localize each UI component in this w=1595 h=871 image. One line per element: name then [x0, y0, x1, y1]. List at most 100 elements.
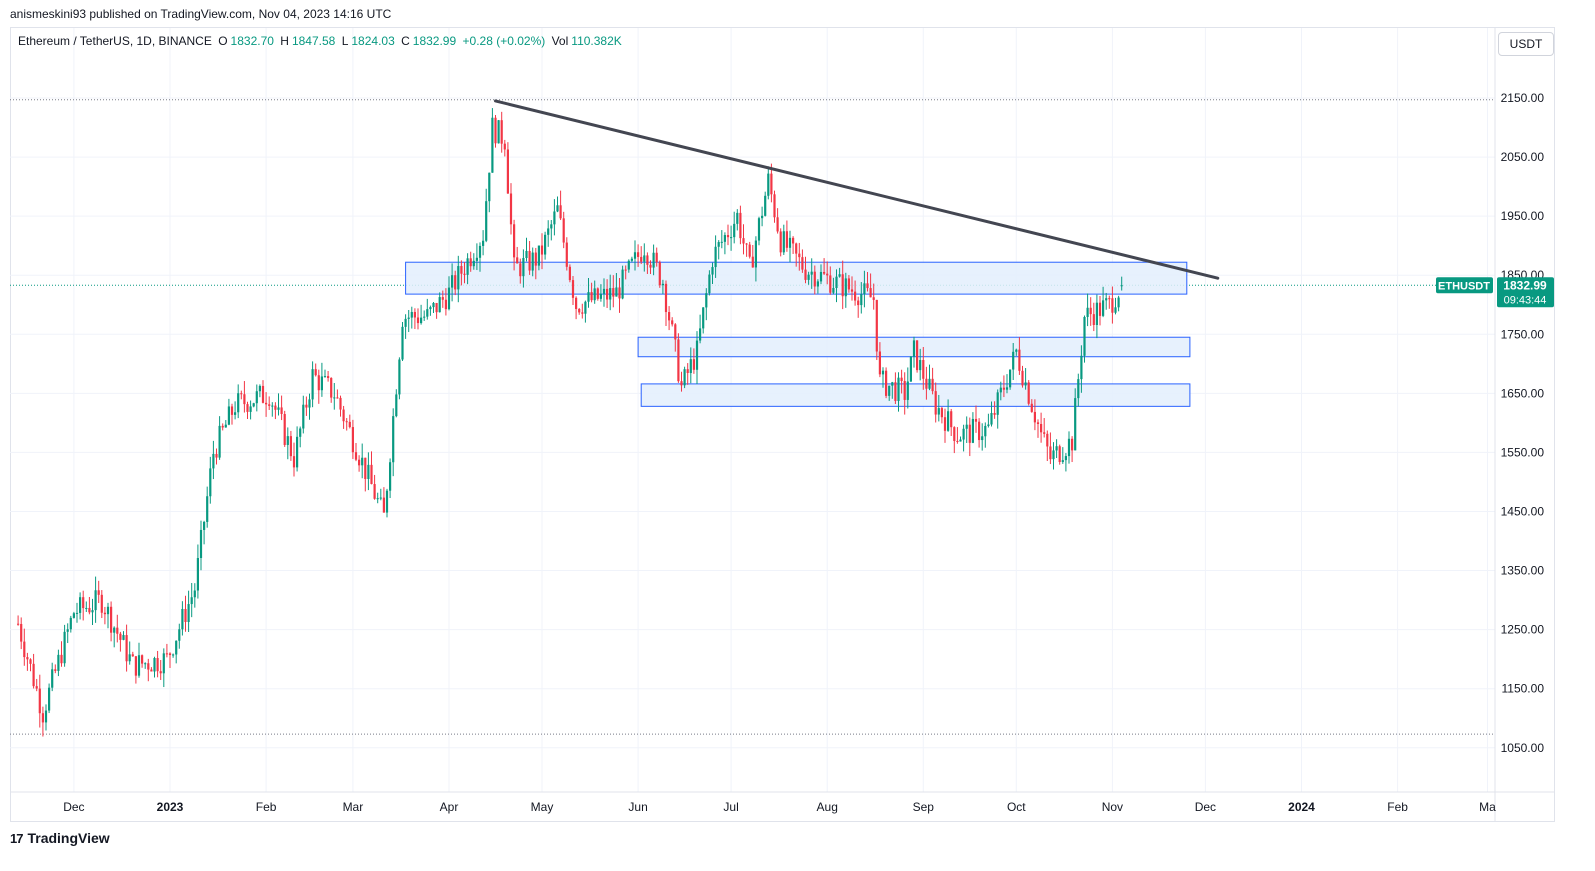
candle[interactable] — [850, 276, 854, 301]
candle[interactable] — [218, 416, 221, 460]
candle[interactable] — [500, 111, 503, 153]
candle[interactable] — [773, 190, 776, 223]
candle[interactable] — [44, 704, 48, 731]
candle[interactable] — [624, 265, 627, 280]
candle[interactable] — [451, 263, 454, 302]
candle[interactable] — [1067, 431, 1071, 464]
candle[interactable] — [919, 348, 922, 381]
candle[interactable] — [150, 667, 153, 672]
candle[interactable] — [640, 246, 643, 265]
candle[interactable] — [664, 280, 668, 326]
candle[interactable] — [556, 196, 559, 213]
candle[interactable] — [358, 455, 361, 472]
candle[interactable] — [513, 219, 516, 271]
candle[interactable] — [720, 230, 723, 249]
candle[interactable] — [816, 279, 819, 294]
candle[interactable] — [881, 367, 885, 388]
candle[interactable] — [1018, 337, 1021, 375]
candle[interactable] — [866, 271, 869, 292]
candle[interactable] — [1024, 368, 1027, 390]
candle[interactable] — [1105, 292, 1108, 310]
candle[interactable] — [550, 219, 553, 241]
candle[interactable] — [178, 623, 181, 649]
candle[interactable] — [494, 115, 497, 148]
candle[interactable] — [990, 401, 993, 427]
candle[interactable] — [627, 259, 630, 273]
candle[interactable] — [903, 372, 906, 415]
candle[interactable] — [463, 261, 466, 284]
candle[interactable] — [705, 288, 708, 321]
candle[interactable] — [488, 172, 491, 213]
candle[interactable] — [956, 427, 959, 444]
candle[interactable] — [475, 243, 478, 271]
candle[interactable] — [609, 274, 612, 311]
candle[interactable] — [519, 258, 522, 284]
candle[interactable] — [575, 296, 578, 320]
candle[interactable] — [63, 624, 66, 667]
candle[interactable] — [999, 381, 1002, 401]
candle[interactable] — [857, 296, 860, 318]
candle[interactable] — [1095, 294, 1098, 339]
candle[interactable] — [69, 615, 72, 633]
candle[interactable] — [336, 389, 339, 399]
candle[interactable] — [922, 347, 925, 390]
candle[interactable] — [912, 336, 916, 368]
candle[interactable] — [562, 211, 565, 249]
candle[interactable] — [826, 261, 829, 285]
candle[interactable] — [230, 403, 234, 425]
candle[interactable] — [795, 242, 798, 267]
candle[interactable] — [1083, 315, 1086, 363]
candle[interactable] — [106, 602, 110, 629]
candle[interactable] — [153, 656, 156, 678]
candle[interactable] — [1036, 419, 1040, 438]
candle[interactable] — [661, 279, 664, 294]
candle[interactable] — [85, 601, 88, 612]
candle[interactable] — [385, 488, 389, 518]
candle[interactable] — [432, 301, 435, 313]
candle[interactable] — [401, 322, 404, 362]
candle[interactable] — [776, 208, 779, 234]
candle[interactable] — [1074, 388, 1077, 451]
candle[interactable] — [426, 298, 429, 320]
candle[interactable] — [832, 277, 835, 295]
candle[interactable] — [252, 402, 255, 408]
candle[interactable] — [190, 582, 193, 618]
candle[interactable] — [246, 401, 249, 420]
candle[interactable] — [75, 602, 79, 623]
candle[interactable] — [587, 277, 590, 308]
candle[interactable] — [767, 166, 770, 200]
candle[interactable] — [677, 333, 680, 383]
candle[interactable] — [311, 361, 314, 408]
candle[interactable] — [159, 659, 162, 680]
candle[interactable] — [212, 440, 215, 480]
candle[interactable] — [389, 458, 392, 499]
candle[interactable] — [503, 139, 506, 157]
candle[interactable] — [835, 269, 838, 303]
candle[interactable] — [807, 271, 810, 285]
candle[interactable] — [655, 247, 658, 267]
candle[interactable] — [181, 601, 184, 636]
candle[interactable] — [1089, 297, 1092, 326]
candle[interactable] — [29, 658, 32, 672]
candle[interactable] — [1077, 373, 1080, 407]
candle[interactable] — [144, 662, 147, 669]
candle[interactable] — [680, 371, 683, 392]
candle[interactable] — [497, 119, 500, 144]
candle[interactable] — [302, 395, 305, 434]
candle[interactable] — [875, 299, 878, 361]
candle[interactable] — [404, 314, 407, 339]
candle[interactable] — [243, 381, 246, 413]
candle[interactable] — [751, 244, 754, 268]
candle[interactable] — [32, 653, 35, 689]
candle[interactable] — [435, 302, 438, 319]
candle[interactable] — [351, 419, 354, 459]
candle[interactable] — [714, 235, 717, 278]
candle[interactable] — [469, 251, 472, 272]
candle[interactable] — [1027, 380, 1030, 406]
candle[interactable] — [162, 648, 165, 688]
candle[interactable] — [916, 340, 919, 373]
candle[interactable] — [612, 275, 615, 308]
candle[interactable] — [175, 640, 178, 664]
candle[interactable] — [1052, 442, 1055, 470]
candle[interactable] — [100, 590, 103, 619]
